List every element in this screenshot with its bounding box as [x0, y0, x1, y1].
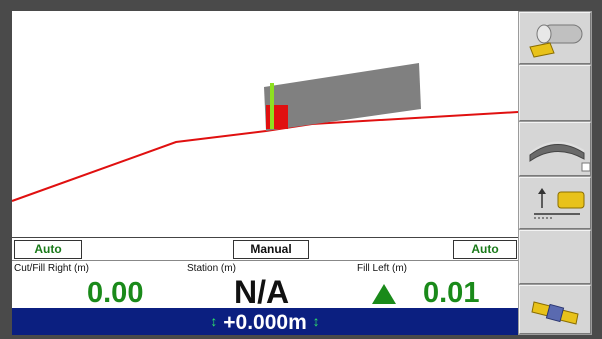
elevation-offset-icon [534, 188, 585, 219]
gps-status-button[interactable] [519, 285, 591, 334]
blade-roller-icon [529, 24, 583, 58]
blank-button-2[interactable] [519, 230, 591, 284]
frame-bottom [0, 335, 602, 339]
offset-readout: ↕ +0.000m ↕ [12, 308, 518, 335]
side-toolbar [518, 11, 592, 335]
frame-right [592, 0, 602, 339]
blade-guide-marker [270, 83, 274, 129]
status-bar: ↕ +0.000m ↕ [12, 308, 518, 335]
fill-left-label: Fill Left (m) [357, 263, 407, 274]
elevation-offset-button[interactable] [519, 177, 591, 229]
surface-view-button[interactable] [519, 122, 591, 176]
fill-left-value: 0.01 [423, 277, 480, 309]
up-down-arrow-icon: ↕ [210, 313, 218, 329]
surface-profile-icon [529, 141, 591, 172]
offset-value: +0.000m [223, 311, 307, 334]
cut-fill-right-label: Cut/Fill Right (m) [14, 263, 90, 274]
right-mode-button[interactable]: Auto [453, 240, 517, 259]
blank-button-1[interactable] [519, 65, 591, 121]
satellite-gps-icon [531, 301, 579, 325]
readout-panel: Cut/Fill Right (m) Station (m) Fill Left… [12, 260, 518, 309]
mode-row: Auto Manual Auto [12, 237, 518, 261]
frame-top [0, 0, 602, 11]
fill-up-arrow-icon [372, 284, 396, 304]
design-profile-line [12, 111, 518, 202]
profile-view[interactable] [12, 11, 518, 237]
center-mode-button[interactable]: Manual [233, 240, 309, 259]
station-label: Station (m) [187, 263, 236, 274]
blade-body [264, 63, 421, 131]
left-mode-button[interactable]: Auto [14, 240, 82, 259]
up-down-arrow-icon: ↕ [312, 313, 320, 329]
blade-tip-marker [266, 105, 288, 129]
cut-fill-right-value: 0.00 [87, 277, 144, 309]
blade-setup-button[interactable] [519, 12, 591, 64]
frame-left [0, 0, 12, 339]
blade-indicator [264, 63, 421, 131]
station-value: N/A [234, 274, 290, 310]
